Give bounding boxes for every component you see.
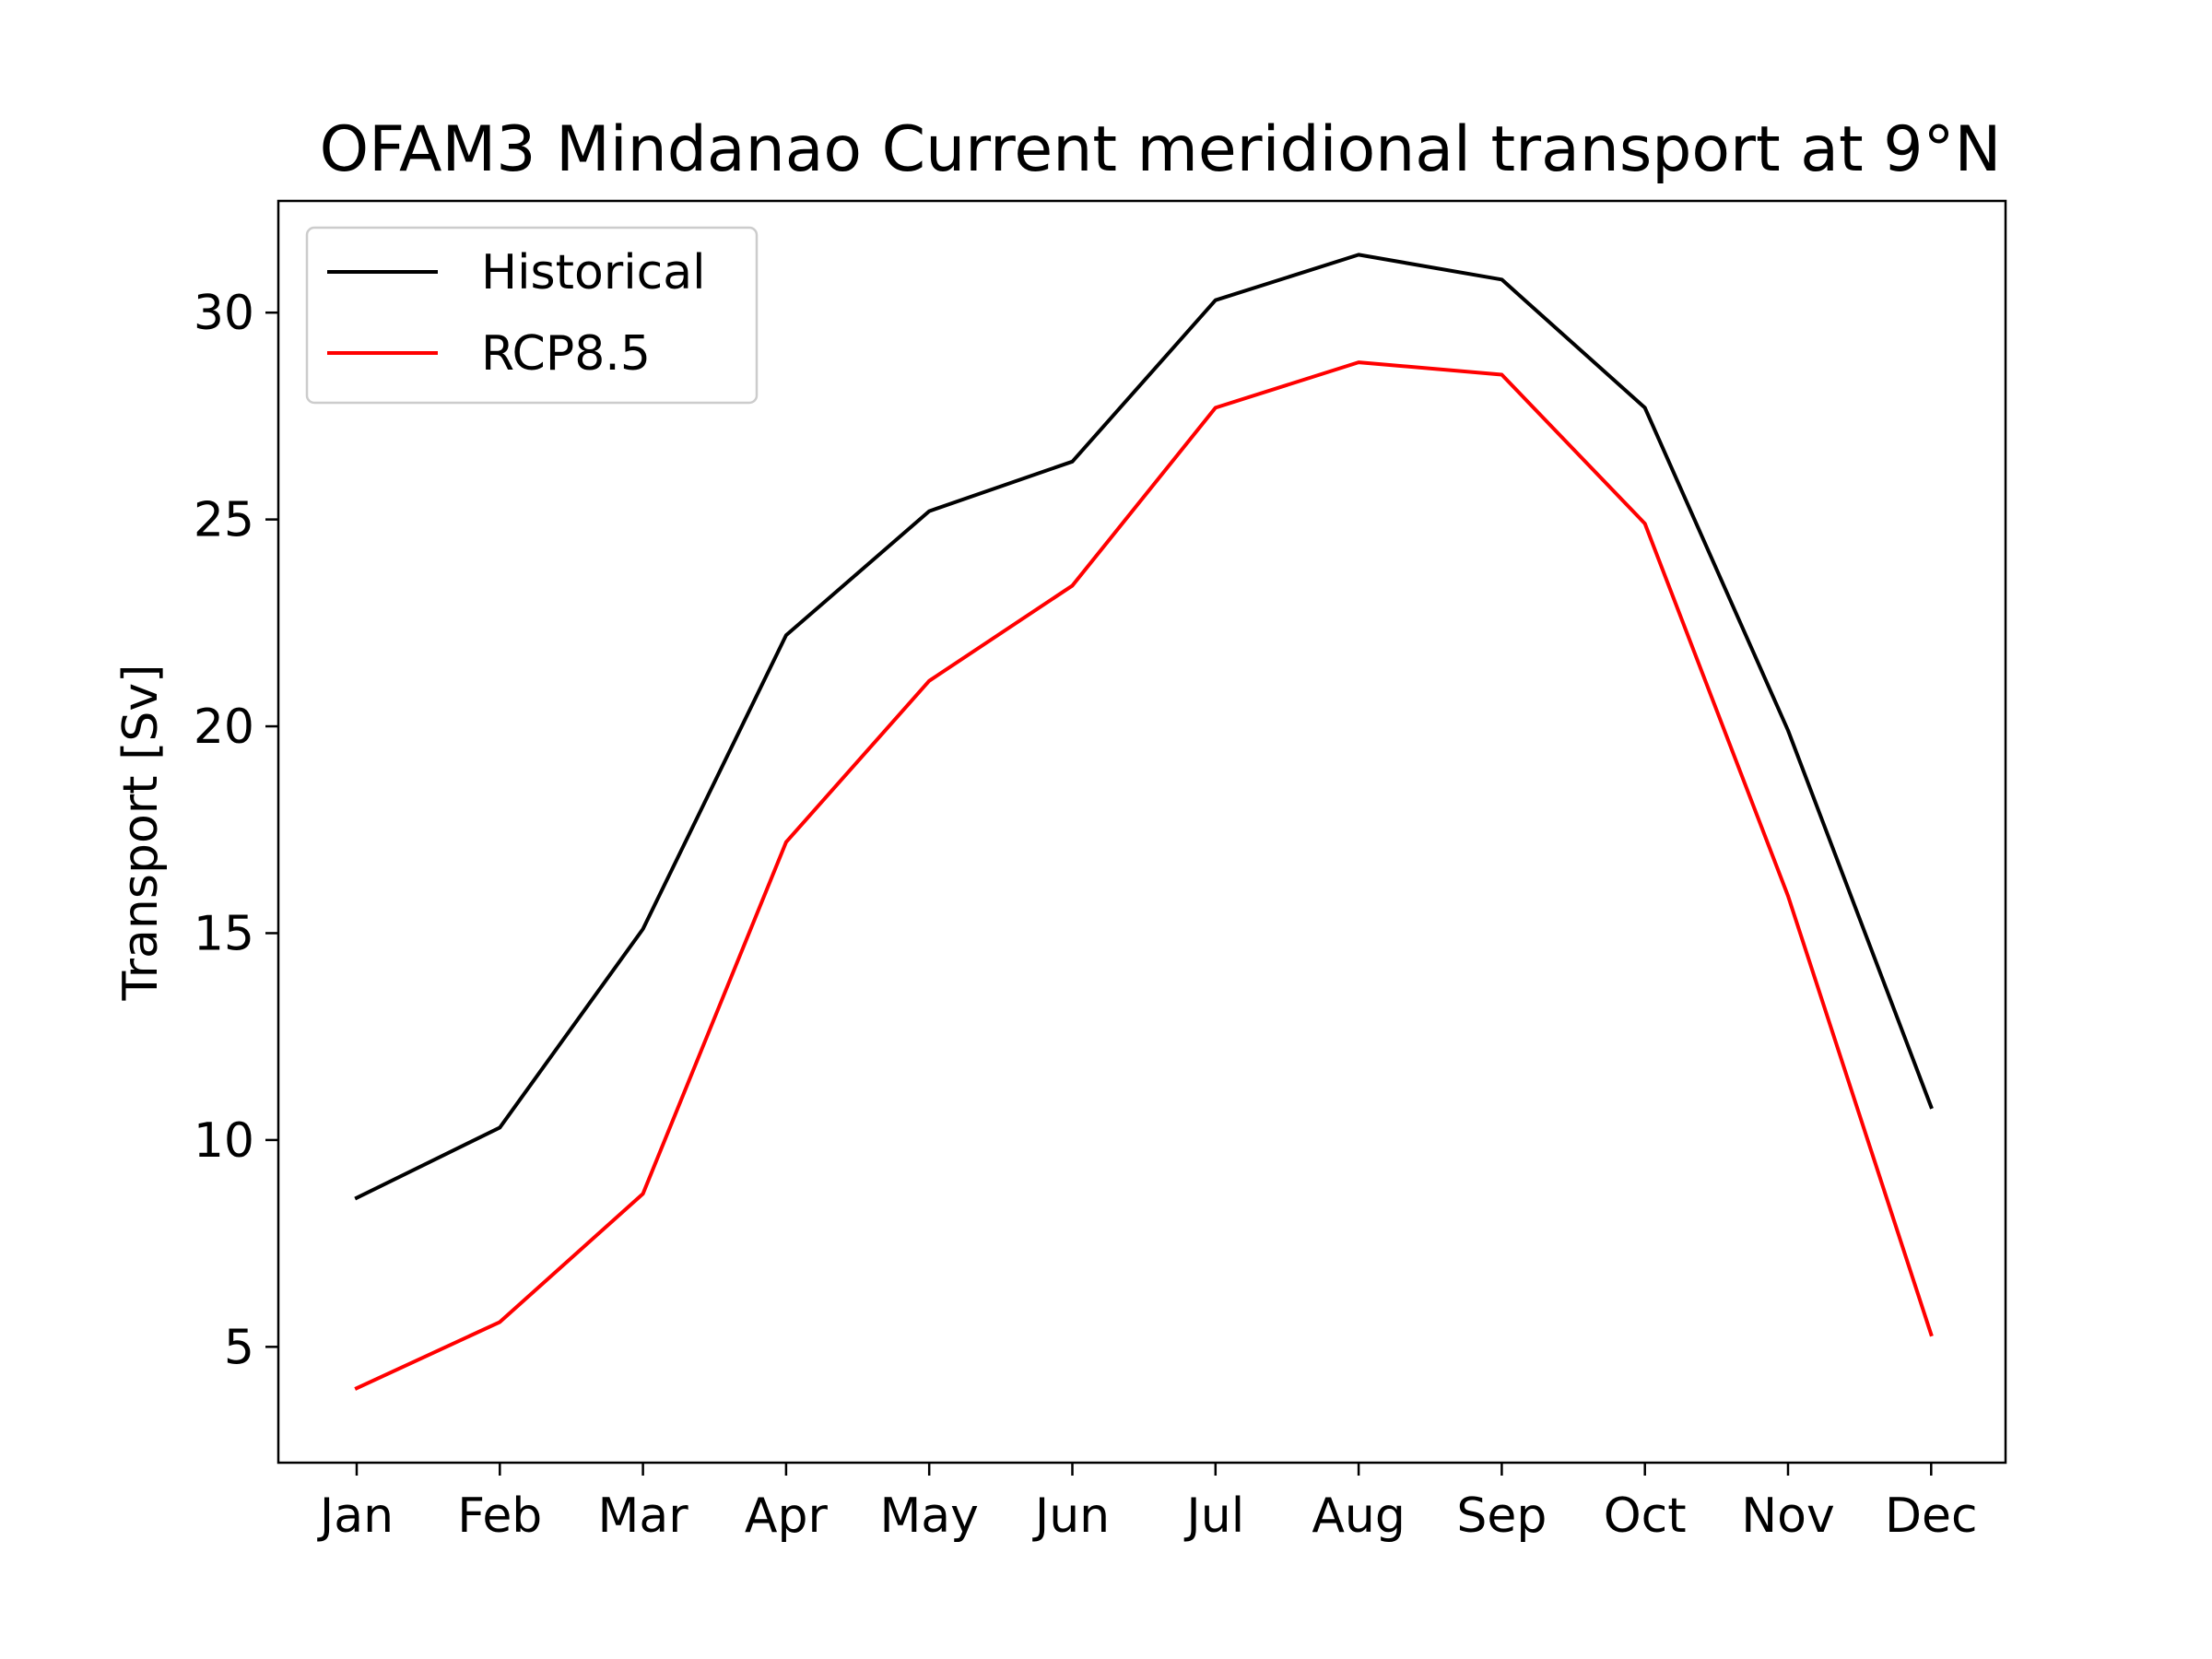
series-line-historical [354,253,1934,1201]
x-tick-label: Aug [1312,1488,1406,1544]
x-tick-label: Apr [745,1488,829,1544]
x-tick-label: Dec [1885,1488,1978,1544]
series-line-rcp8-5 [354,360,1934,1391]
y-tick-label: 20 [194,700,254,755]
x-tick-label: Jun [1032,1488,1110,1544]
x-tick-label: May [879,1488,979,1544]
y-tick-label: 10 [194,1113,254,1169]
plot-area: Jan Feb Mar Apr May Jun Jul Aug Sep Oct Nov Dec 5 10 1… [194,199,2007,1544]
chart-title: OFAM3 Mindanao Current meridional transp… [320,113,2002,186]
legend-label: RCP8.5 [481,326,651,382]
x-tick-label: Sep [1456,1488,1547,1544]
plot-frame [276,199,2007,1465]
y-tick-label: 5 [224,1320,254,1375]
x-tick-label: Oct [1604,1488,1687,1544]
y-tick-label: 25 [194,493,254,548]
x-tick-label: Jan [317,1488,394,1544]
y-tick-label: 15 [194,906,254,961]
x-tick-label: Mar [598,1488,689,1544]
x-tick-label: Jul [1183,1488,1244,1544]
x-tick-label: Feb [457,1488,542,1544]
legend: Historical RCP8.5 [305,226,759,405]
legend-label: Historical [481,245,706,300]
y-tick-label: 30 [194,286,254,341]
y-axis-label: Transport [Sv] [113,665,169,1002]
x-tick-label: Nov [1741,1488,1835,1544]
